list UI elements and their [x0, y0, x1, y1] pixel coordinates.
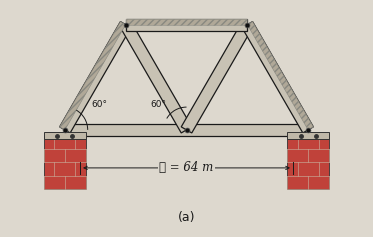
Polygon shape: [126, 18, 247, 31]
Polygon shape: [242, 22, 313, 133]
Polygon shape: [181, 22, 253, 133]
Bar: [44, 136, 86, 189]
Text: ℓ = 64 m: ℓ = 64 m: [159, 161, 214, 174]
Bar: [44, 132, 86, 139]
Polygon shape: [60, 22, 126, 130]
Text: (a): (a): [178, 211, 195, 224]
Text: 60°: 60°: [150, 100, 166, 109]
Polygon shape: [120, 22, 192, 133]
Bar: [287, 136, 329, 189]
Polygon shape: [60, 22, 131, 133]
Bar: [287, 132, 329, 139]
Polygon shape: [247, 22, 313, 130]
Polygon shape: [65, 124, 308, 136]
Text: 60°: 60°: [91, 100, 107, 109]
Polygon shape: [126, 18, 247, 25]
